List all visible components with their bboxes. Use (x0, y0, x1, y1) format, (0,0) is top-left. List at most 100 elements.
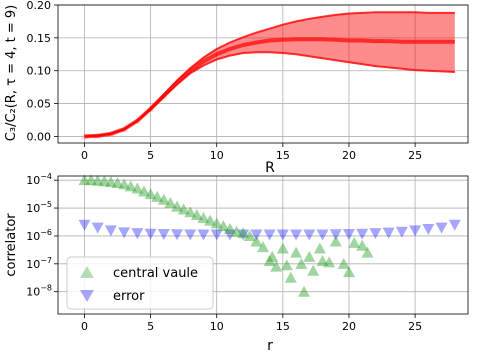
bottom-ytick-label: 10−8 (26, 284, 52, 299)
error-point (435, 222, 448, 234)
error-point (118, 227, 131, 239)
error-point (223, 229, 236, 241)
central-point (217, 220, 230, 232)
top-ytick-label: 0.05 (27, 98, 52, 111)
top-xtick-label: 0 (81, 149, 88, 162)
central-point (307, 264, 320, 276)
central-point (157, 193, 170, 205)
central-point (270, 260, 283, 272)
error-point (342, 228, 355, 240)
error-point (276, 229, 289, 241)
error-point (171, 229, 184, 241)
bottom-xtick-label: 25 (408, 320, 422, 333)
central-point (243, 229, 256, 241)
top-xtick-label: 25 (408, 149, 422, 162)
top-chart: 0 5 10 15 20 25 0.00 0.05 0.10 0.15 0.20 R C₃/C₂(R… (4, 0, 469, 176)
error-point (369, 228, 382, 240)
bottom-plot-frame (57, 175, 469, 315)
bottom-ytick-label: 10−4 (26, 172, 52, 187)
central-point (237, 227, 250, 239)
central-point (118, 178, 131, 190)
error-point (290, 229, 303, 241)
bottom-xtick-label: 0 (81, 320, 88, 333)
central-point (280, 259, 293, 271)
central-point (257, 241, 269, 253)
central-point (284, 271, 297, 283)
bottom-ytick-exp: −8 (40, 284, 52, 293)
top-plot-frame (57, 4, 469, 144)
central-point (337, 257, 350, 269)
top-ticks: 0 5 10 15 20 25 0.00 0.05 0.10 0.15 0.20 (27, 0, 423, 162)
central-point (342, 266, 355, 278)
error-point (197, 229, 210, 241)
central-point (266, 250, 279, 262)
central-point (98, 175, 111, 187)
central-point (323, 256, 336, 268)
central-point (164, 197, 177, 209)
bottom-xtick-label: 10 (210, 320, 224, 333)
error-point (409, 225, 422, 237)
central-point (298, 285, 310, 297)
central-point (131, 182, 144, 194)
legend-marker-central (80, 266, 94, 278)
central-point (250, 235, 263, 247)
top-ytick-label: 0.10 (27, 65, 52, 78)
top-central-line (84, 37, 455, 139)
central-point (313, 242, 326, 254)
error-point (78, 219, 91, 231)
top-data-point (80, 133, 89, 140)
error-point (91, 222, 104, 234)
central-point (151, 190, 164, 202)
bottom-ytick-base: 10 (26, 230, 40, 243)
error-point (144, 228, 157, 240)
error-point (329, 229, 342, 241)
bottom-ytick-exp: −4 (40, 172, 52, 181)
error-point (157, 228, 170, 240)
central-point (230, 225, 243, 237)
top-ytick-label: 0.20 (27, 0, 52, 12)
legend-box (66, 256, 214, 310)
error-point (422, 223, 435, 235)
central-point (316, 255, 329, 267)
central-point (303, 250, 316, 262)
error-point (382, 227, 395, 239)
central-point (197, 211, 210, 223)
legend-label-error: error (113, 289, 145, 304)
central-point (348, 236, 361, 248)
top-ytick-label: 0.00 (27, 130, 52, 143)
bottom-ytick-exp: −6 (40, 228, 52, 237)
central-point (263, 255, 276, 267)
error-point (303, 229, 316, 241)
central-point (144, 188, 157, 200)
error-point (316, 229, 329, 241)
central-point (171, 200, 184, 212)
bottom-xlabel: r (267, 338, 273, 354)
central-point (329, 235, 342, 247)
bottom-xtick-label: 15 (276, 320, 290, 333)
central-point (137, 185, 150, 197)
top-ylabel: C₃/C₂(R, τ = 4, t = 9) (4, 5, 19, 141)
central-point (295, 257, 308, 269)
central-point (177, 203, 190, 215)
central-point (356, 239, 369, 251)
error-point (250, 229, 263, 241)
central-point (190, 209, 203, 221)
central-point (104, 176, 117, 188)
error-point (131, 228, 144, 240)
bottom-ytick-exp: −5 (40, 200, 52, 209)
bottom-ytick-label: 10−6 (26, 228, 52, 243)
top-data-point (146, 105, 155, 112)
bottom-ytick-base: 10 (26, 174, 40, 187)
top-xtick-label: 15 (276, 149, 290, 162)
bottom-ytick-base: 10 (26, 202, 40, 215)
top-xtick-label: 5 (147, 149, 154, 162)
top-error-band (84, 12, 455, 137)
error-point (395, 226, 408, 238)
top-ytick-label: 0.15 (27, 32, 52, 45)
central-point (78, 174, 91, 186)
error-point (184, 229, 197, 241)
central-point (210, 217, 223, 229)
